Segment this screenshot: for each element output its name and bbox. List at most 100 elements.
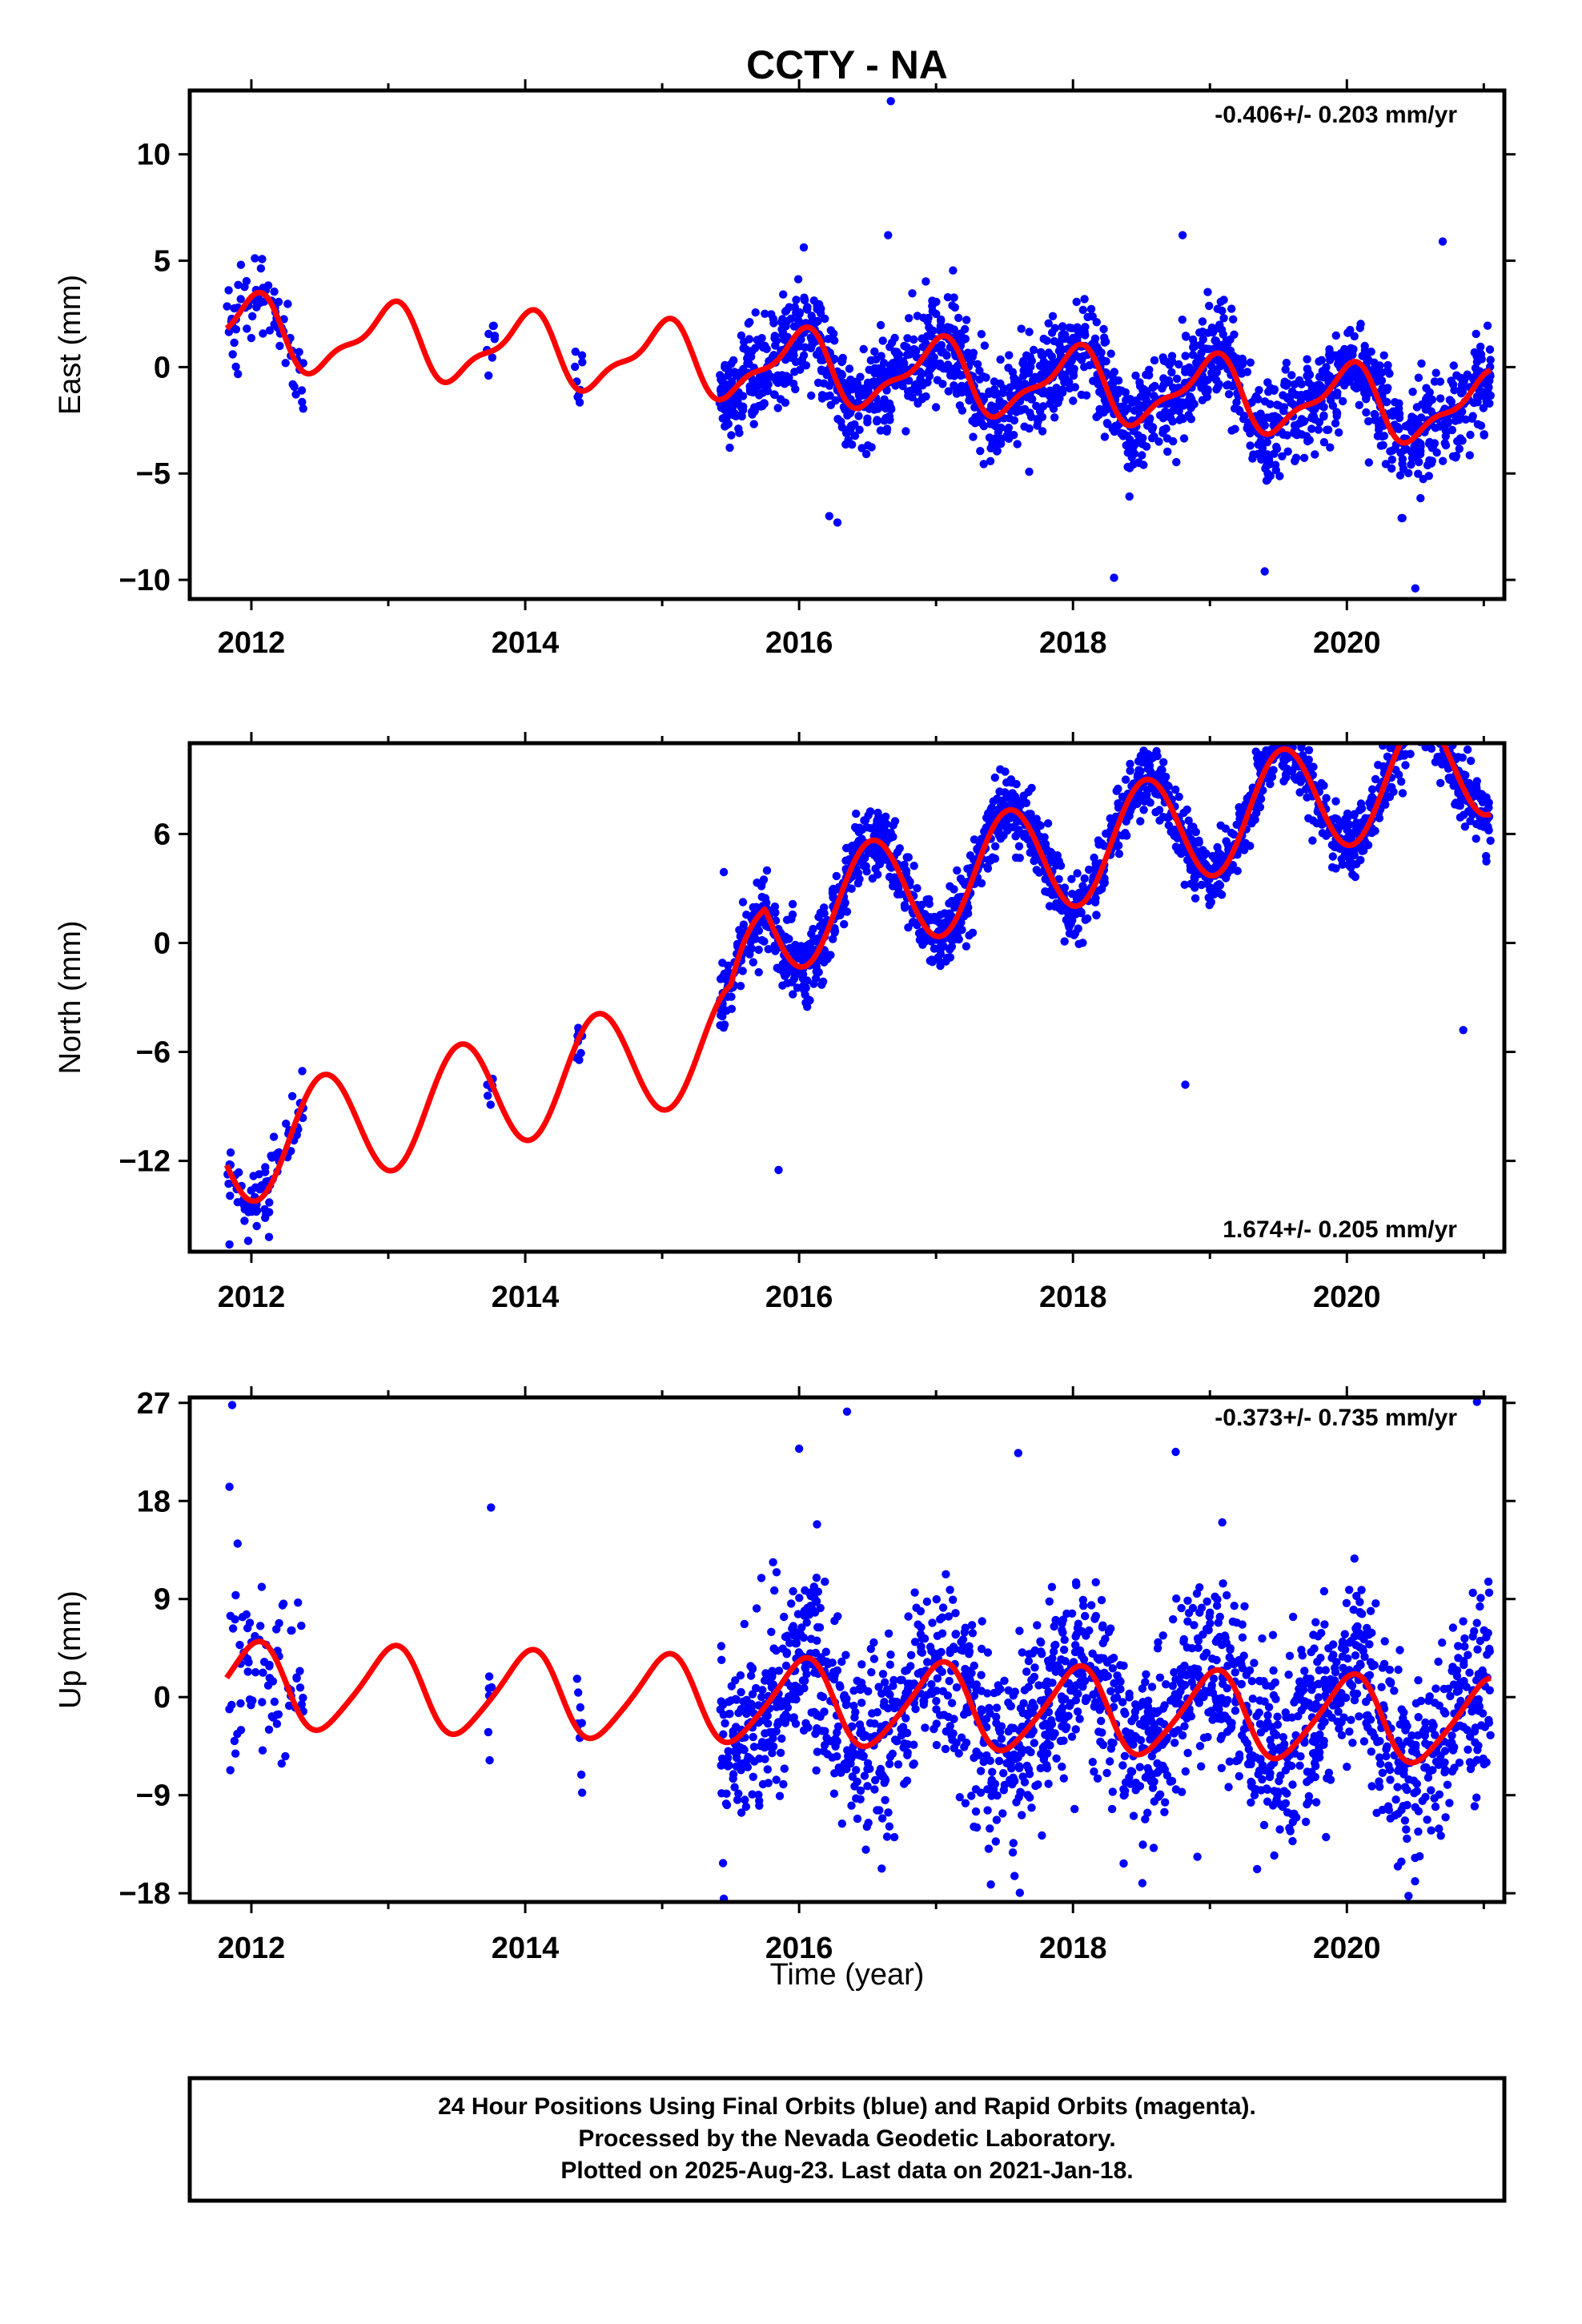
east-point — [800, 296, 809, 305]
east-point — [1325, 345, 1334, 354]
east-point — [298, 397, 307, 407]
north-point — [1440, 722, 1448, 730]
east-point — [265, 326, 275, 335]
east-point — [1190, 340, 1199, 349]
north-point — [1243, 794, 1252, 803]
up-point — [572, 1675, 581, 1683]
east-point — [1046, 386, 1054, 395]
up-point — [577, 1788, 587, 1797]
up-point — [1279, 1733, 1288, 1742]
north-point — [1290, 773, 1299, 782]
north-point — [829, 935, 837, 943]
north-point — [1414, 700, 1422, 708]
north-model-curve — [223, 743, 1492, 1204]
north-point — [798, 945, 807, 955]
east-point — [1212, 385, 1221, 394]
east-point — [1395, 409, 1404, 418]
east-point — [942, 364, 952, 373]
east-point — [1287, 371, 1296, 380]
north-x-tick-label: 2016 — [765, 1281, 833, 1314]
north-point — [1006, 775, 1016, 784]
east-point — [270, 287, 279, 296]
east-point — [1388, 411, 1397, 420]
east-point — [773, 378, 782, 388]
up-point — [236, 1699, 245, 1708]
east-point — [1125, 444, 1134, 453]
up-point — [1118, 1698, 1127, 1707]
north-point — [1416, 706, 1424, 714]
up-point — [885, 1822, 894, 1831]
up-point — [857, 1660, 866, 1669]
north-point — [1080, 874, 1089, 883]
north-point — [1433, 753, 1442, 762]
north-point — [962, 942, 971, 951]
east-point — [1038, 427, 1047, 436]
east-outlier-point — [1411, 584, 1420, 593]
north-point — [720, 969, 729, 979]
east-point — [248, 312, 257, 321]
north-point — [760, 937, 769, 946]
east-outlier-point — [1438, 237, 1447, 246]
north-point — [878, 830, 888, 839]
east-point — [1275, 472, 1284, 480]
east-point — [1143, 421, 1152, 430]
up-point — [281, 1751, 290, 1761]
north-point — [1435, 726, 1443, 734]
north-point — [1472, 777, 1482, 786]
north-point — [947, 942, 957, 951]
north-point — [860, 816, 869, 825]
east-point — [1367, 348, 1375, 356]
north-point — [1302, 785, 1311, 794]
up-point — [1375, 1753, 1384, 1762]
north-point — [1344, 861, 1354, 870]
east-point — [735, 428, 744, 437]
east-point — [1310, 388, 1319, 396]
up-point — [819, 1747, 829, 1755]
north-point — [805, 948, 814, 957]
east-point — [831, 396, 841, 405]
north-point — [1275, 733, 1283, 741]
up-point — [1030, 1739, 1039, 1747]
north-point — [1432, 727, 1440, 735]
east-point — [980, 341, 990, 350]
north-point — [745, 950, 754, 959]
east-point — [1311, 450, 1319, 459]
north-point — [807, 929, 816, 939]
up-data-points — [225, 1397, 1495, 1902]
north-point — [1060, 937, 1069, 946]
north-point — [1406, 712, 1414, 720]
north-point — [1423, 726, 1431, 734]
east-point — [762, 344, 771, 353]
up-point — [1106, 1744, 1116, 1753]
east-point — [1032, 401, 1041, 411]
east-point — [968, 416, 977, 425]
east-point — [236, 295, 245, 304]
east-point — [1058, 322, 1067, 331]
east-point — [815, 348, 824, 357]
north-point — [984, 855, 994, 865]
east-point — [855, 425, 864, 434]
east-point — [1246, 358, 1255, 367]
north-point — [235, 1168, 243, 1177]
north-point — [1406, 699, 1414, 707]
east-point — [1319, 411, 1328, 420]
east-point — [737, 331, 746, 340]
up-point — [1263, 1711, 1272, 1720]
north-point — [1367, 798, 1376, 807]
up-point — [757, 1692, 766, 1702]
north-point — [1327, 841, 1337, 850]
east-point — [283, 300, 292, 308]
east-point — [484, 371, 493, 380]
east-point — [1231, 424, 1239, 433]
north-point — [1432, 730, 1440, 738]
north-point — [1067, 907, 1076, 917]
north-point — [1216, 850, 1225, 859]
east-point — [1445, 396, 1455, 404]
north-point — [819, 951, 828, 959]
north-point — [1367, 828, 1376, 838]
east-point — [950, 303, 960, 312]
east-point — [877, 352, 885, 360]
east-point — [1456, 373, 1465, 382]
north-point — [927, 937, 936, 946]
